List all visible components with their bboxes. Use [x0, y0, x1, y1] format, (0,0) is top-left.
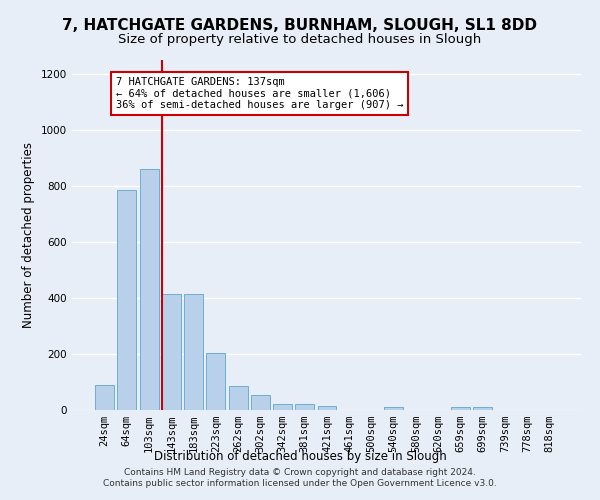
Bar	[317, 406, 337, 410]
Y-axis label: Number of detached properties: Number of detached properties	[22, 142, 35, 328]
Text: 7 HATCHGATE GARDENS: 137sqm
← 64% of detached houses are smaller (1,606)
36% of : 7 HATCHGATE GARDENS: 137sqm ← 64% of det…	[116, 77, 403, 110]
Bar	[229, 386, 248, 410]
Bar	[206, 354, 225, 410]
Text: Distribution of detached houses by size in Slough: Distribution of detached houses by size …	[154, 450, 446, 463]
Text: 7, HATCHGATE GARDENS, BURNHAM, SLOUGH, SL1 8DD: 7, HATCHGATE GARDENS, BURNHAM, SLOUGH, S…	[62, 18, 538, 32]
Bar	[118, 190, 136, 410]
Bar	[295, 404, 314, 410]
Bar	[140, 169, 158, 410]
Bar	[95, 385, 114, 410]
Bar	[162, 294, 181, 410]
Bar	[251, 394, 270, 410]
Bar	[184, 294, 203, 410]
Bar	[384, 407, 403, 410]
Bar	[451, 406, 470, 410]
Text: Contains HM Land Registry data © Crown copyright and database right 2024.
Contai: Contains HM Land Registry data © Crown c…	[103, 468, 497, 487]
Bar	[473, 406, 492, 410]
Text: Size of property relative to detached houses in Slough: Size of property relative to detached ho…	[118, 32, 482, 46]
Bar	[273, 404, 292, 410]
